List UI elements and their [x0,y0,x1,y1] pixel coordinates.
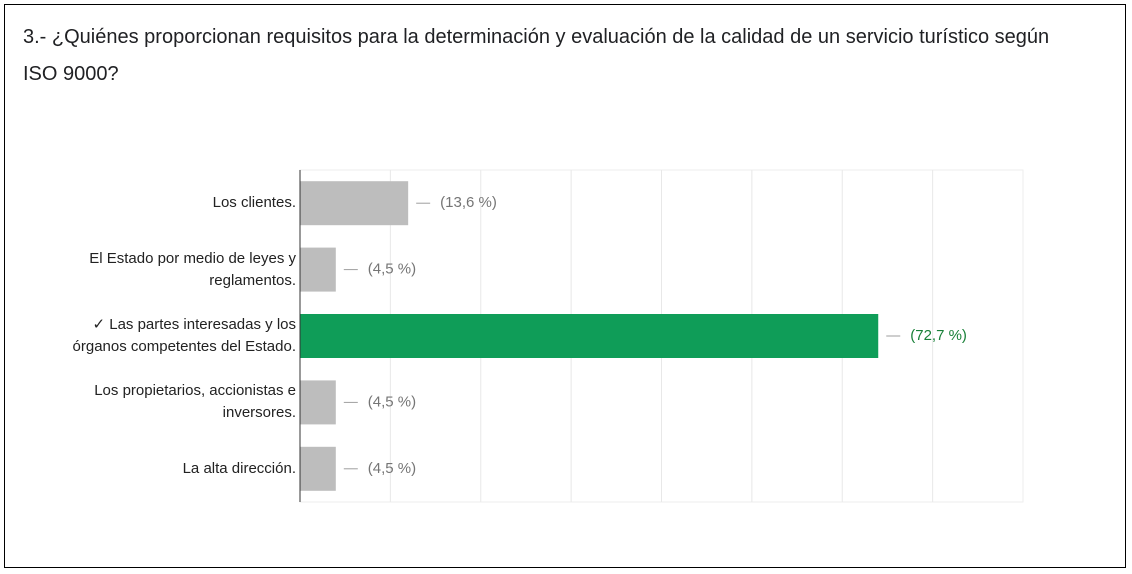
frame: 3.- ¿Quiénes proporcionan requisitos par… [4,4,1126,568]
value-label: (72,7 %) [910,327,967,344]
value-label: (4,5 %) [368,460,416,477]
category-label: Los clientes. [212,194,296,212]
bar [300,380,336,425]
value-label: (4,5 %) [368,393,416,410]
category-label: Los propietarios, accionistas e inversor… [94,382,296,422]
category-label: ✓ Las partes interesadas y los órganos c… [72,316,296,355]
bar [300,314,879,358]
bar [300,247,336,292]
category-label: El Estado por medio de leyes y reglament… [89,249,296,289]
value-label: (13,6 %) [440,194,497,211]
bar [300,181,409,226]
category-label: La alta dirección. [182,459,296,477]
bar [300,446,336,491]
chart-title: 3.- ¿Quiénes proporcionan requisitos par… [23,26,1050,85]
value-label: (4,5 %) [368,261,416,278]
